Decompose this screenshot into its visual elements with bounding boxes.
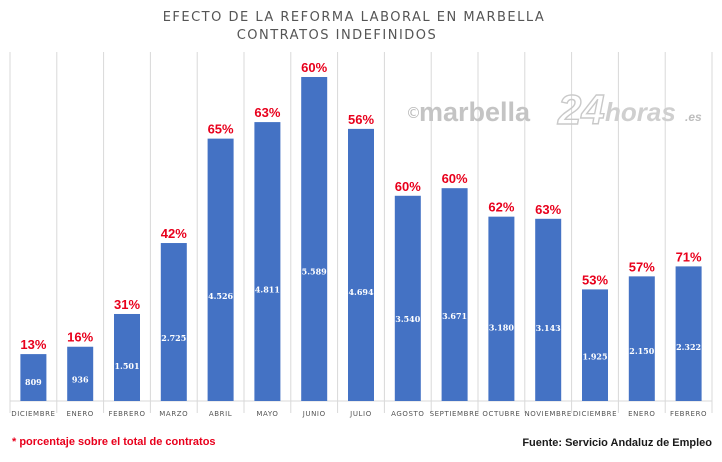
bar-enero-1 xyxy=(67,346,94,401)
percent-label: 71% xyxy=(676,249,702,264)
bar-value-label: 3.671 xyxy=(442,311,467,321)
watermark-copyright: © xyxy=(406,104,421,122)
x-tick-label: SEPTIEMBRE xyxy=(430,410,480,418)
bar-enero-13 xyxy=(628,276,655,401)
bar-mayo-5 xyxy=(254,122,281,402)
percent-label: 16% xyxy=(67,330,93,345)
bar-value-label: 2.322 xyxy=(676,342,701,352)
x-tick-label: JUNIO xyxy=(302,410,326,418)
watermark-suffix: horas xyxy=(605,97,676,127)
bar-diciembre-12 xyxy=(582,289,608,401)
percent-label: 60% xyxy=(301,60,327,75)
bar-value-label: 2.150 xyxy=(629,346,654,356)
bar-febrero-2 xyxy=(114,313,140,401)
percent-label: 62% xyxy=(488,200,514,215)
bar-julio-7 xyxy=(348,128,374,401)
x-tick-label: FEBRERO xyxy=(670,410,707,418)
chart-subtitle: CONTRATOS INDEFINIDOS xyxy=(237,28,438,43)
source-note: Fuente: Servicio Andaluz de Empleo xyxy=(522,437,712,449)
bar-value-label: 809 xyxy=(25,377,42,387)
watermark-number: 24 xyxy=(557,86,605,133)
x-tick-label: ENERO xyxy=(628,410,655,418)
bar-value-label: 5.589 xyxy=(302,266,327,276)
x-tick-label: DICIEMBRE xyxy=(573,410,617,418)
bars xyxy=(20,77,702,402)
watermark-name: marbella xyxy=(419,97,531,127)
percent-labels: 13% 16% 31% 42% 65% 63% 60% 56% 60% 60% 62% 63% 53% 5… xyxy=(20,60,702,352)
x-tick-label: MAYO xyxy=(256,410,278,418)
x-tick-label: AGOSTO xyxy=(391,410,424,418)
footnote: * porcentaje sobre el total de contratos xyxy=(12,436,216,448)
bar-value-label: 4.694 xyxy=(348,287,373,297)
bar-febrero-14 xyxy=(675,266,702,401)
percent-label: 56% xyxy=(348,112,374,127)
x-tick-label: DICIEMBRE xyxy=(11,410,55,418)
chart-title: EFECTO DE LA REFORMA LABORAL EN MARBELLA xyxy=(163,10,546,25)
x-tick-label: JULIO xyxy=(349,410,372,418)
bar-value-label: 4.811 xyxy=(255,284,280,294)
bar-diciembre-0 xyxy=(20,354,47,401)
bar-value-label: 1.501 xyxy=(114,361,139,371)
x-tick-label: ABRIL xyxy=(209,410,232,418)
value-labels: 809 936 1.501 2.725 4.526 4.811 5.589 4.694 3.54… xyxy=(25,266,701,387)
x-tick-label: ENERO xyxy=(66,410,93,418)
percent-label: 60% xyxy=(442,171,468,186)
bar-agosto-8 xyxy=(394,195,421,401)
percent-label: 60% xyxy=(395,179,421,194)
x-tick-label: OCTUBRE xyxy=(482,410,520,418)
bar-septiembre-9 xyxy=(441,188,468,401)
bar-value-label: 936 xyxy=(72,374,89,384)
bar-marzo-3 xyxy=(160,243,187,401)
x-tick-label: MARZO xyxy=(159,410,188,418)
percent-label: 63% xyxy=(254,105,280,120)
bar-value-label: 3.540 xyxy=(395,314,420,324)
percent-label: 65% xyxy=(208,122,234,137)
percent-label: 63% xyxy=(535,202,561,217)
bar-noviembre-11 xyxy=(535,218,562,401)
bar-abril-4 xyxy=(207,138,234,402)
x-axis-tick-labels: DICIEMBRE ENERO FEBRERO MARZO ABRIL MAYO JUNIO… xyxy=(11,410,707,418)
bar-junio-6 xyxy=(301,77,328,401)
watermark-tld: .es xyxy=(685,110,702,124)
bar-value-label: 3.143 xyxy=(536,323,561,333)
marbella24horas-watermark: © marbella 24 horas .es xyxy=(406,85,702,133)
bar-octubre-10 xyxy=(488,216,515,401)
bar-value-label: 4.526 xyxy=(208,291,233,301)
x-tick-label: NOVIEMBRE xyxy=(524,410,571,418)
percent-label: 57% xyxy=(629,259,655,274)
percent-label: 13% xyxy=(20,337,46,352)
percent-label: 42% xyxy=(161,226,187,241)
percent-label: 53% xyxy=(582,272,608,287)
bar-value-label: 1.925 xyxy=(582,351,607,361)
bar-value-label: 2.725 xyxy=(161,333,186,343)
x-tick-label: FEBRERO xyxy=(108,410,145,418)
percent-label: 31% xyxy=(114,297,140,312)
bar-value-label: 3.180 xyxy=(489,322,514,332)
